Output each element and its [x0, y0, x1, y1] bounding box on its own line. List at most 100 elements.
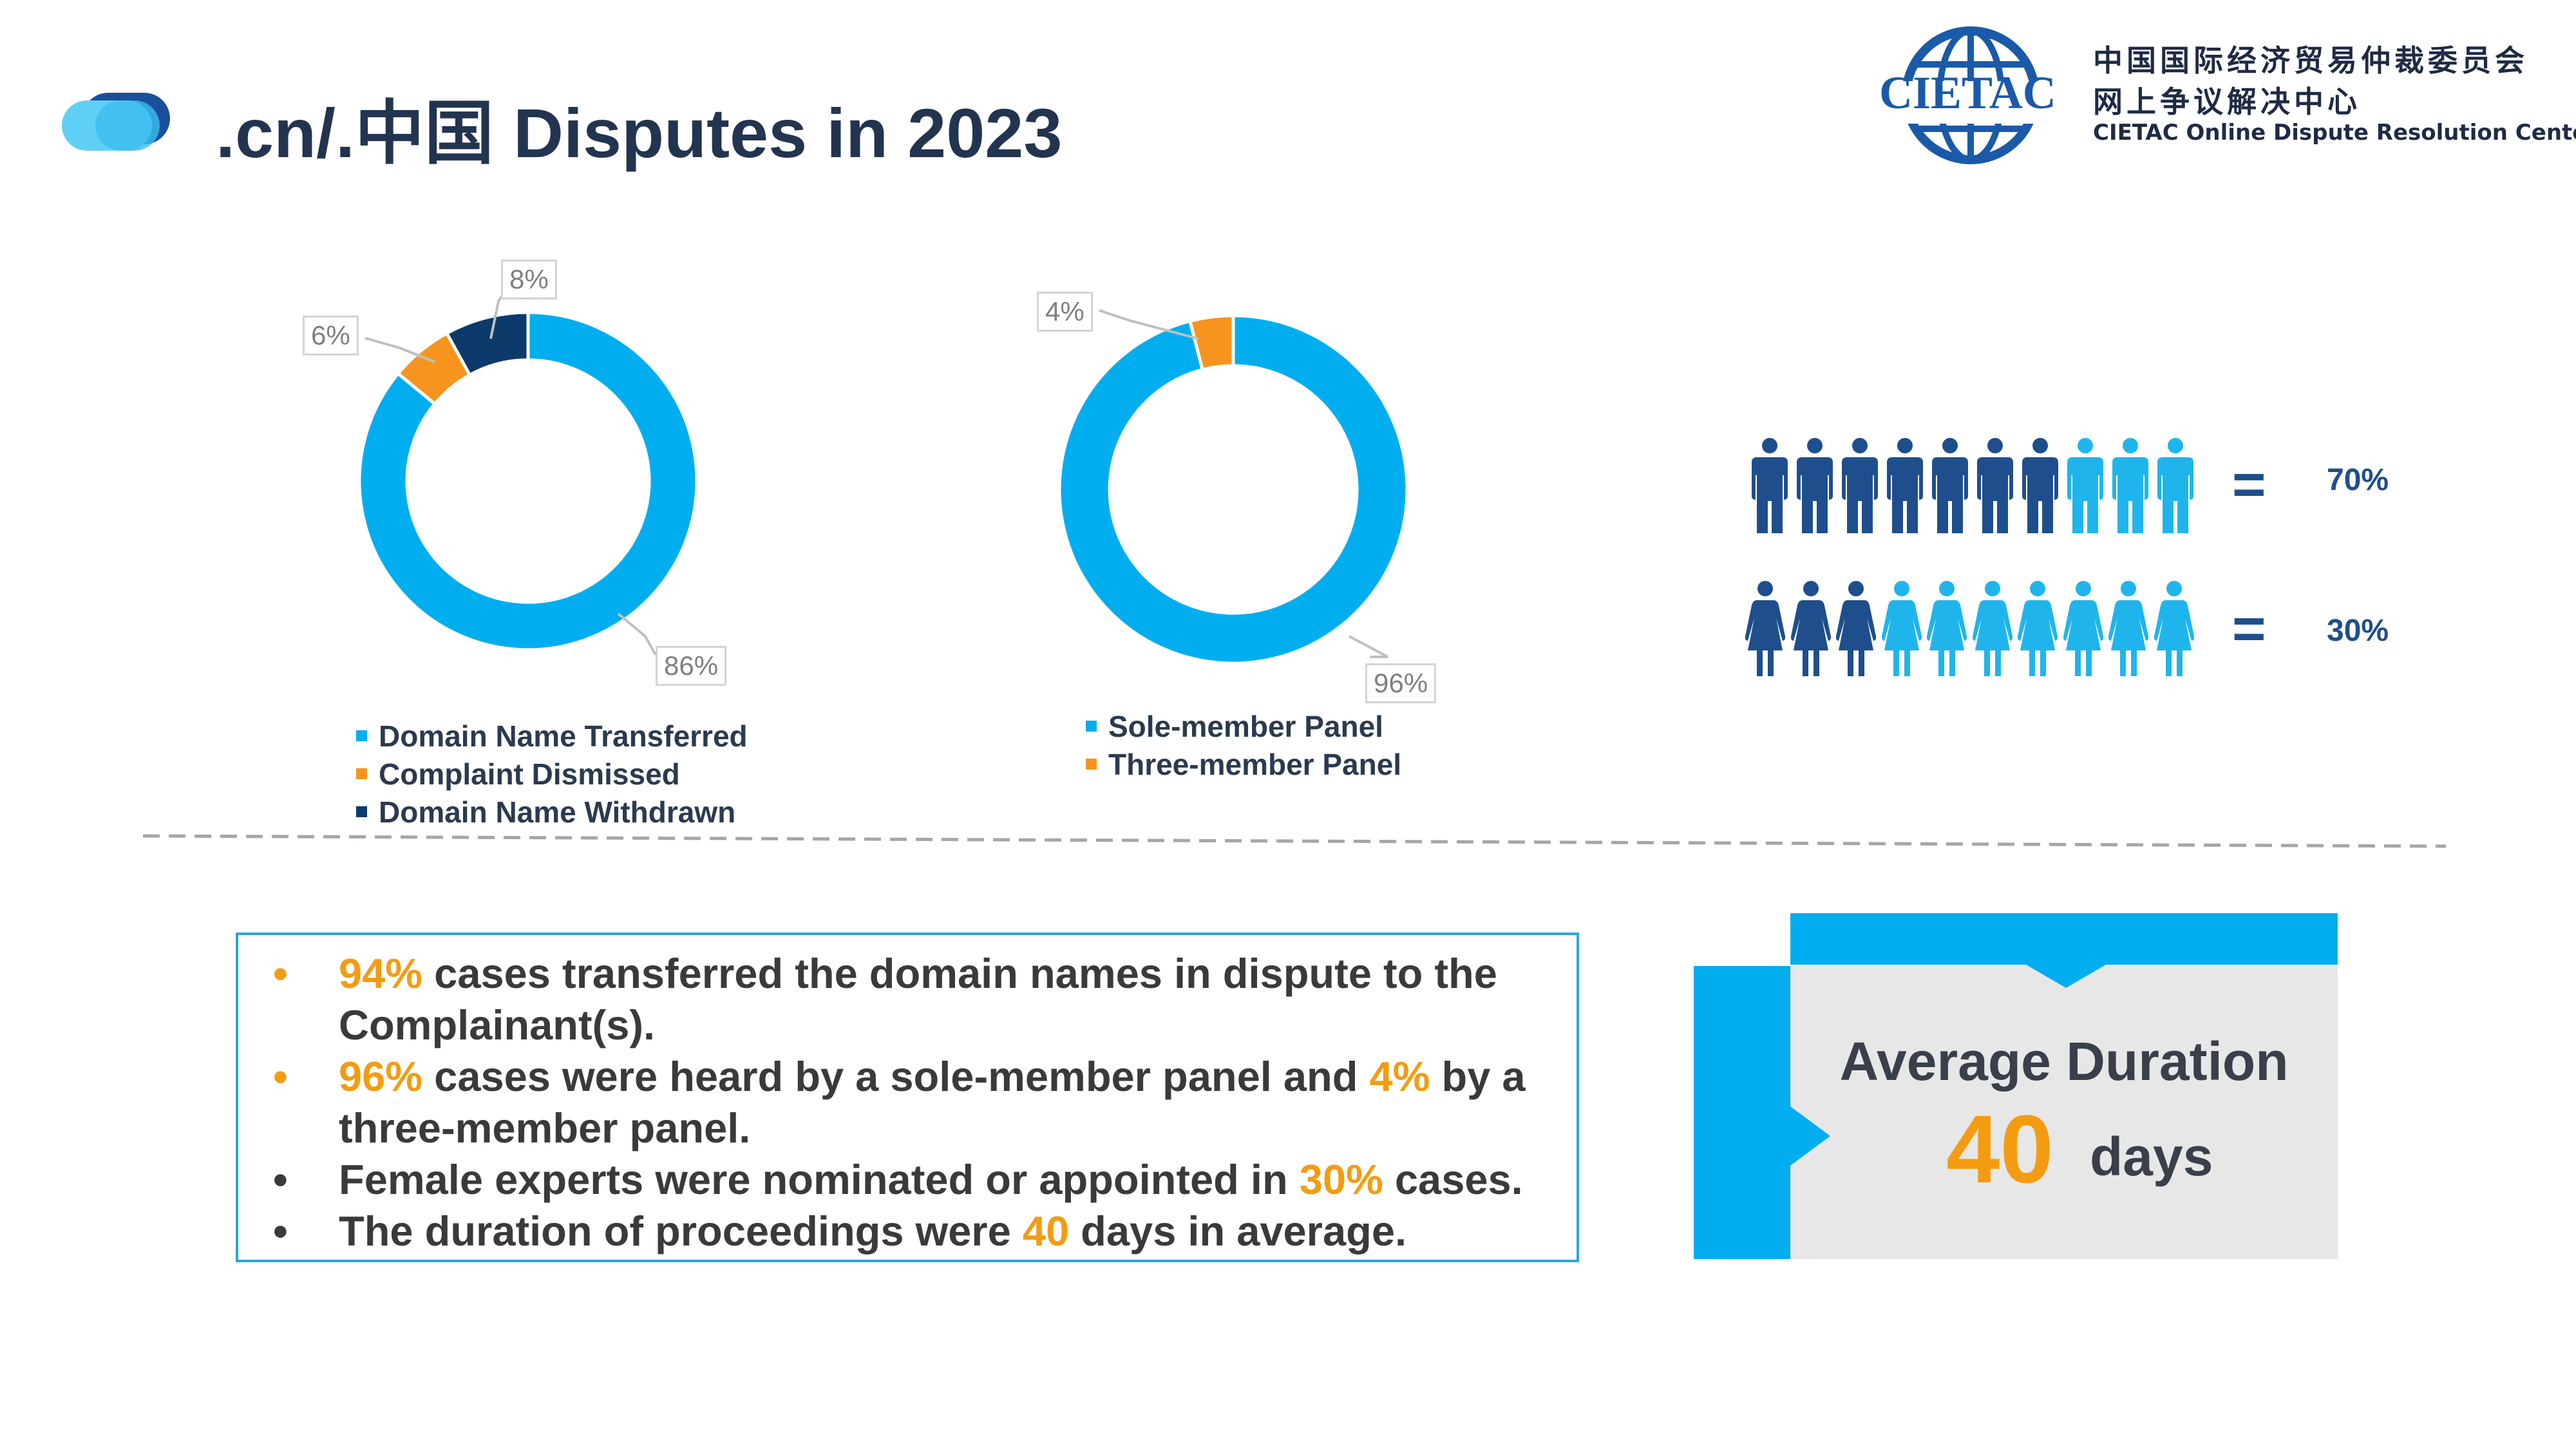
- pictogram-person: [1745, 580, 1786, 681]
- female-pictogram-row: [1745, 580, 2196, 683]
- legend-outcomes: Domain Name Transferred Complaint Dismis…: [356, 717, 748, 831]
- pictogram-person: [1931, 437, 1969, 538]
- man-icon: [1977, 438, 2013, 533]
- legend-item: Complaint Dismissed: [356, 755, 748, 793]
- org-name-en: CIETAC Online Dispute Resolution Center: [2093, 120, 2576, 146]
- man-icon: [1887, 438, 1923, 533]
- pictogram-person: [2108, 580, 2149, 681]
- highlight-value: 96%: [339, 1053, 423, 1100]
- male-percentage: 70%: [2327, 463, 2389, 497]
- legend-item: Three-member Panel: [1086, 745, 1401, 783]
- female-equals-sign: =: [2232, 597, 2266, 661]
- data-label-86: 86%: [656, 646, 727, 686]
- male-equals-sign: =: [2232, 453, 2266, 517]
- man-icon: [2112, 438, 2148, 533]
- legend-label: Sole-member Panel: [1108, 709, 1383, 743]
- woman-icon: [1972, 581, 2012, 676]
- data-label-4: 4%: [1037, 292, 1093, 332]
- legend-label: Domain Name Withdrawn: [379, 795, 736, 829]
- pictogram-person: [2154, 580, 2194, 681]
- finding-item: • Female experts were nominated or appoin…: [258, 1154, 1557, 1206]
- finding-item: • 96% cases were heard by a sole-member p…: [258, 1051, 1557, 1154]
- donut-slice-domain-name-transferred: [357, 310, 699, 652]
- legend-label: Complaint Dismissed: [379, 757, 680, 791]
- highlight-value: 94%: [339, 950, 423, 997]
- finding-text: days in average.: [1069, 1208, 1407, 1255]
- highlight-value: 4%: [1369, 1053, 1430, 1100]
- org-name-cn-line1: 中国国际经济贸易仲裁委员会: [2093, 43, 2528, 78]
- leader-line-96: [1349, 635, 1388, 658]
- bullet-dot: •: [273, 1053, 288, 1100]
- pictogram-person: [1976, 437, 2014, 538]
- woman-icon: [2017, 581, 2058, 676]
- bullet-dot: •: [273, 950, 288, 997]
- duration-label: Average Duration: [1839, 1031, 2289, 1092]
- page-title: .cn/.中国 Disputes in 2023: [216, 94, 1063, 172]
- duration-value: 40: [1946, 1095, 2054, 1203]
- finding-text: Female experts were nominated or appoint…: [339, 1156, 1300, 1203]
- bullet-dot: •: [273, 1208, 288, 1255]
- woman-icon: [1881, 581, 1922, 676]
- key-findings-box: • 94% cases transferred the domain names …: [236, 933, 1579, 1262]
- data-label-6: 6%: [303, 316, 359, 355]
- finding-text: The duration of proceedings were: [339, 1208, 1023, 1255]
- logo-mark-text: CIETAC: [1879, 67, 2056, 118]
- man-icon: [1752, 438, 1788, 533]
- woman-icon: [1745, 581, 1786, 676]
- pictogram-person: [2111, 437, 2150, 538]
- data-label-8: 8%: [501, 260, 557, 299]
- legend-swatch: [1086, 721, 1097, 732]
- leader-line-4: [1099, 309, 1199, 340]
- woman-icon: [2063, 581, 2103, 676]
- donut-chart-outcomes: [357, 282, 699, 656]
- pictogram-person: [1841, 437, 1879, 538]
- duration-card-frame: [1694, 913, 2338, 1259]
- title-decoration-icon: [62, 93, 170, 151]
- pictogram-person: [1972, 580, 2012, 681]
- pictogram-person: [1881, 580, 1922, 681]
- finding-text: cases were heard by a sole-member panel …: [422, 1053, 1370, 1100]
- man-icon: [2157, 438, 2193, 533]
- pictogram-person: [2156, 437, 2195, 538]
- man-icon: [2022, 438, 2058, 533]
- cietac-globe-logo-icon: [1877, 26, 2064, 164]
- woman-icon: [1926, 581, 1967, 676]
- pictogram-person: [1835, 580, 1877, 681]
- male-pictogram-row: [1750, 437, 2201, 540]
- man-icon: [1797, 438, 1833, 533]
- pictogram-person: [2021, 437, 2060, 538]
- finding-text: cases transferred the domain names in di…: [339, 950, 1497, 1048]
- finding-item: • 94% cases transferred the domain names …: [258, 948, 1557, 1051]
- woman-icon: [1790, 581, 1831, 676]
- leader-line-6: [365, 337, 435, 363]
- pictogram-person: [1886, 437, 1924, 538]
- data-label-96: 96%: [1365, 663, 1437, 703]
- donut-chart-panel-size: [1057, 309, 1409, 665]
- man-icon: [1932, 438, 1968, 533]
- female-percentage: 30%: [2327, 614, 2389, 648]
- pictogram-person: [2017, 580, 2058, 681]
- pictogram-person: [2063, 580, 2103, 681]
- donut-slice-sole-member-panel: [1057, 314, 1409, 665]
- section-divider: [142, 834, 2447, 848]
- woman-icon: [2108, 581, 2149, 676]
- legend-swatch: [356, 768, 367, 779]
- highlight-value: 30%: [1299, 1156, 1383, 1203]
- highlight-value: 40: [1022, 1208, 1070, 1255]
- org-name-cn-line2: 网上争议解决中心: [2093, 84, 2361, 119]
- legend-panel-size: Sole-member Panel Three-member Panel: [1086, 707, 1401, 783]
- legend-label: Domain Name Transferred: [379, 719, 748, 753]
- pictogram-person: [1795, 437, 1834, 538]
- finding-text: cases.: [1383, 1156, 1523, 1203]
- pictogram-person: [1926, 580, 1967, 681]
- legend-swatch: [1086, 759, 1097, 770]
- man-icon: [1842, 438, 1878, 533]
- donut-slice-three-member-panel: [1188, 314, 1235, 372]
- legend-swatch: [356, 730, 367, 741]
- pictogram-person: [1790, 580, 1831, 681]
- duration-unit: days: [2090, 1126, 2213, 1187]
- man-icon: [2067, 438, 2103, 533]
- pictogram-person: [2066, 437, 2105, 538]
- pictogram-person: [1750, 437, 1789, 538]
- donut-slice-domain-name-withdrawn: [444, 310, 530, 377]
